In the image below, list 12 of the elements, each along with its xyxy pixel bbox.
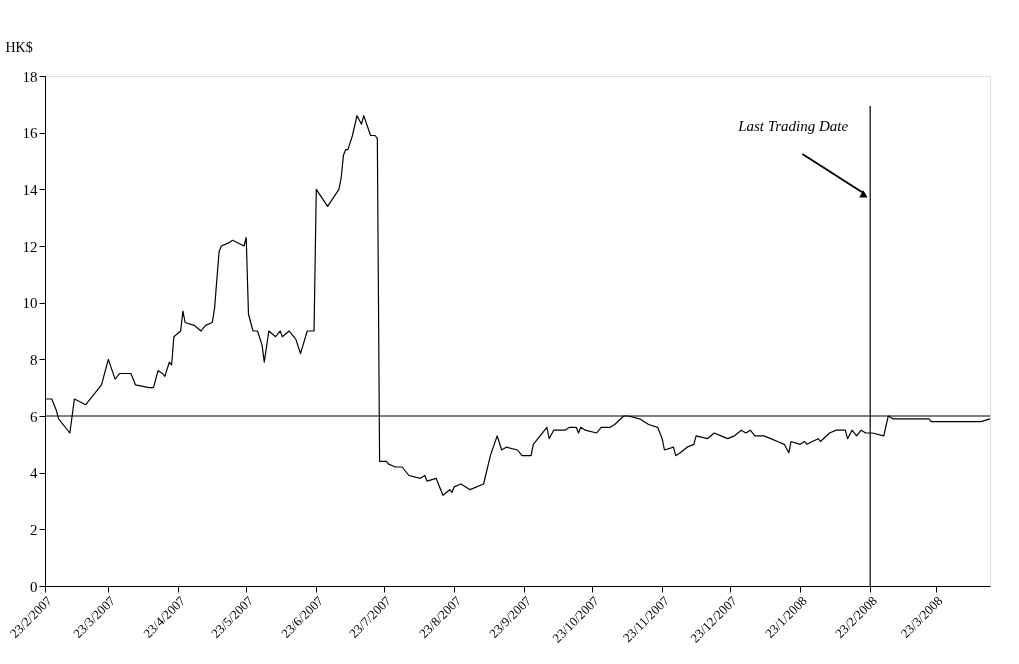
y-tick-label: 0 — [30, 578, 38, 595]
y-tick-label: 4 — [30, 465, 38, 482]
y-tick-label: 8 — [30, 351, 38, 368]
y-tick-label: 14 — [22, 181, 38, 198]
y-tick-label: 10 — [22, 295, 38, 312]
y-tick-label: 2 — [30, 521, 38, 538]
ref-line-label: Last Trading Date — [737, 118, 849, 134]
y-tick-label: 6 — [30, 408, 38, 425]
y-axis-title: HK$ — [5, 39, 33, 55]
y-tick-label: 12 — [22, 238, 38, 255]
y-tick-label: 18 — [22, 68, 38, 85]
y-tick-label: 16 — [22, 125, 38, 142]
